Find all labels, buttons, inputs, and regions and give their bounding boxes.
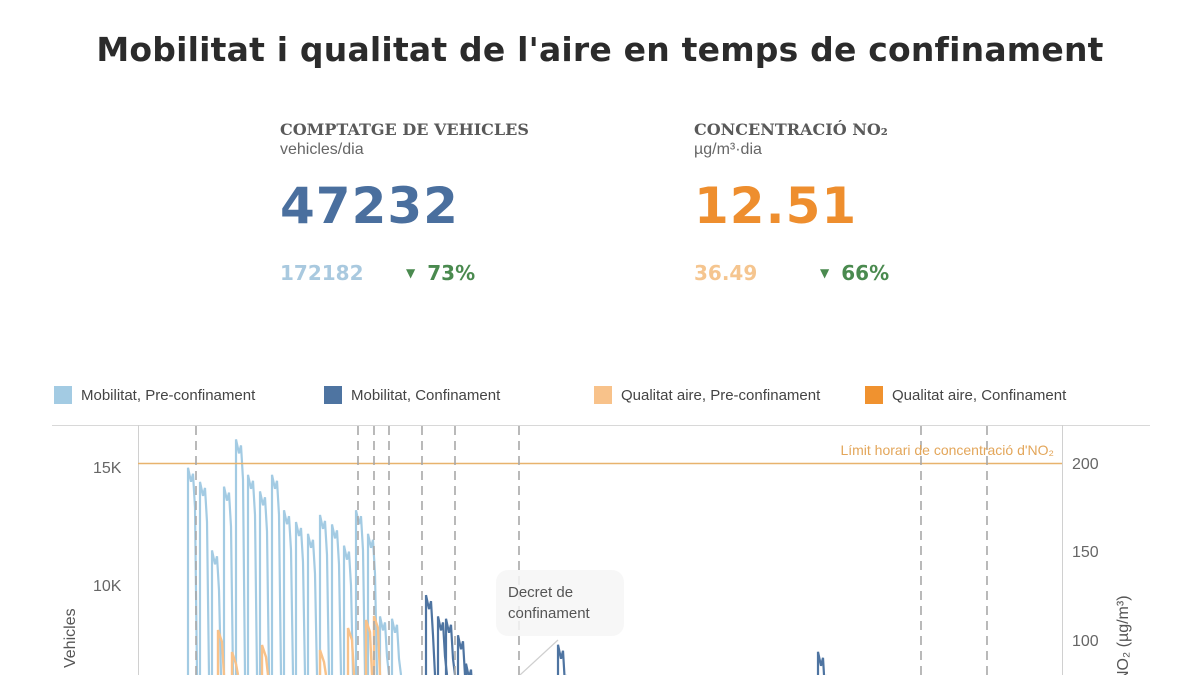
kpi-no2-unit: µg/m³·dia [694,141,762,158]
legend-label: Mobilitat, Pre-confinament [81,386,256,404]
kpi-no2-change: 66% [841,261,890,285]
kpi-vehicles-title: COMPTATGE DE VEHICLES [280,120,529,139]
annotation-lockdown-decree: Decret de confinament [496,570,624,636]
legend-item-air-lockdown[interactable]: Qualitat aire, Confinament [865,386,1066,404]
y2-tick-100: 100 [1072,633,1099,650]
y2-tick-200: 200 [1072,456,1099,473]
annotation-line1: Decret de [508,584,574,601]
y-tick-15k: 15K [93,460,122,477]
y2-tick-150: 150 [1072,544,1099,561]
legend-label: Qualitat aire, Pre-confinament [621,386,821,404]
y-axis-title: Vehicles [62,608,79,668]
kpi-vehicles-value: 47232 [280,177,459,235]
kpi-vehicles-compare: 172182 ▼ 73% [280,261,610,285]
page-title: Mobilitat i qualitat de l'aire en temps … [96,30,1104,69]
down-triangle-icon: ▼ [406,266,416,280]
kpi-vehicles-previous: 172182 [280,261,364,285]
legend-swatch [865,386,883,404]
chart-legend: Mobilitat, Pre-confinament Mobilitat, Co… [54,386,1200,406]
kpi-no2-title: CONCENTRACIÓ NO₂ [694,120,888,139]
y2-axis-title: NO₂ (µg/m³) [1115,595,1132,675]
chart-area: 15K 10K 200 150 100 Vehicles NO₂ (µg/m³) [0,420,1200,675]
kpi-no2: CONCENTRACIÓ NO₂ µg/m³·dia 12.51 36.49 ▼… [694,120,1024,285]
kpi-no2-compare: 36.49 ▼ 66% [694,261,1024,285]
annotation-line2: confinament [508,605,590,622]
series-mobility-lockdown [424,594,827,675]
limit-line-label: Límit horari de concentració d'NO₂ [840,442,1054,458]
kpi-vehicles-unit: vehicles/dia [280,141,364,158]
series-mobility-pre [186,439,403,675]
legend-swatch [324,386,342,404]
down-triangle-icon: ▼ [820,266,830,280]
legend-item-mobility-lockdown[interactable]: Mobilitat, Confinament [324,386,500,404]
series-air-pre [216,615,382,675]
legend-item-air-pre[interactable]: Qualitat aire, Pre-confinament [594,386,820,404]
kpi-no2-previous: 36.49 [694,261,758,285]
legend-swatch [594,386,612,404]
kpi-vehicles: COMPTATGE DE VEHICLES vehicles/dia 47232… [280,120,610,285]
legend-swatch [54,386,72,404]
legend-label: Mobilitat, Confinament [351,386,501,404]
y-tick-10k: 10K [93,578,122,595]
chart-plot [52,425,1150,675]
kpi-no2-value: 12.51 [694,177,858,235]
kpi-vehicles-change: 73% [427,261,476,285]
legend-label: Qualitat aire, Confinament [892,386,1067,404]
legend-item-mobility-pre[interactable]: Mobilitat, Pre-confinament [54,386,255,404]
event-lines [195,426,988,675]
